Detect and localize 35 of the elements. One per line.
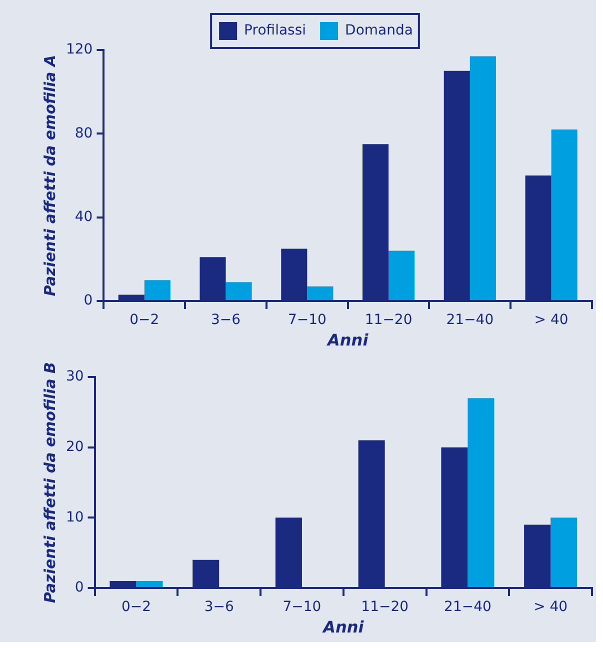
x-tick-label: 7−10 [288,312,326,328]
y-tick-label: 0 [84,292,93,309]
bar [470,56,496,300]
x-tick-label: 3−6 [211,312,241,328]
x-tick-label: > 40 [534,312,568,328]
bar [136,580,163,587]
y-tick-label: 30 [66,368,84,385]
x-tick-label: 11−20 [361,599,409,616]
y-tick-label: 80 [74,125,93,142]
y-tick-label: 10 [66,509,84,526]
y-tick-label: 20 [66,438,84,455]
bar [144,280,170,300]
x-axis-title: Anni [326,330,369,350]
x-tick-label: 3−6 [204,599,234,616]
y-tick-label: 0 [74,580,84,596]
y-tick-label: 40 [74,208,93,225]
x-axis-title: Anni [321,618,364,637]
x-tick-label: 0−2 [121,599,152,616]
bar [551,129,578,300]
y-axis-title: Pazienti affetti da emofilia B [40,362,59,603]
x-tick-label: 21−40 [444,599,492,616]
y-tick-label: 120 [66,42,93,58]
bar [226,282,252,300]
x-tick-label: 21−40 [446,312,494,328]
bar [468,398,494,587]
x-tick-label: 7−10 [282,599,322,616]
bar [307,286,334,300]
bar [550,518,578,587]
legend-label: Domanda [345,22,413,39]
y-axis-title: Pazienti affetti da emofilia A [40,54,59,296]
bar [388,250,415,300]
x-tick-label: > 40 [534,599,568,616]
x-tick-label: 11−20 [364,312,412,328]
x-tick-label: 0−2 [130,312,160,328]
legend-label: Profilassi [244,22,306,39]
